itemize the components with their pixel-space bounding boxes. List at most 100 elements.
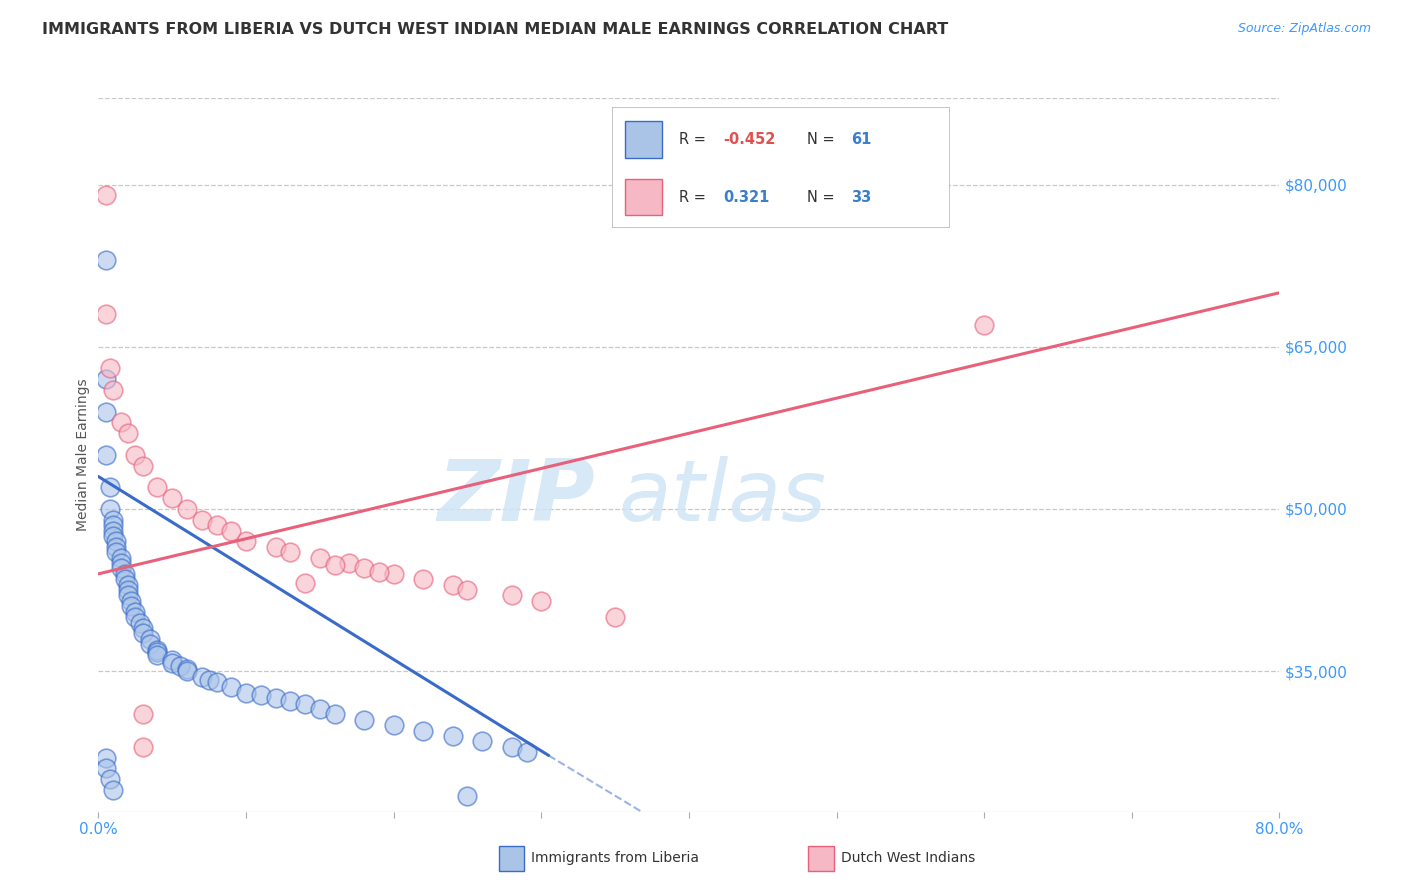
Point [128,615,150,630]
Point [94,762,117,776]
Point [110,556,132,570]
Point [146,648,169,662]
Text: N =: N = [807,132,839,147]
Point [441,577,464,591]
Point [124,605,146,619]
Point [323,558,346,573]
Point [219,524,242,538]
Text: Immigrants from Liberia: Immigrants from Liberia [531,851,699,865]
Point [94,253,117,268]
Point [114,566,136,581]
Text: IMMIGRANTS FROM LIBERIA VS DUTCH WEST INDIAN MEDIAN MALE EARNINGS CORRELATION CH: IMMIGRANTS FROM LIBERIA VS DUTCH WEST IN… [42,22,949,37]
Text: N =: N = [807,190,839,205]
Point [98,480,121,494]
Point [235,534,257,549]
Point [176,664,198,678]
Point [162,491,183,505]
Text: atlas: atlas [619,456,827,540]
Point [103,783,125,797]
Point [94,405,117,419]
Point [105,540,128,554]
Point [94,372,117,386]
Point [198,673,221,687]
Text: -0.452: -0.452 [723,132,775,147]
Point [605,610,627,624]
Point [973,318,995,333]
Point [368,565,391,579]
Point [110,561,132,575]
Point [382,718,405,732]
Point [132,707,155,722]
Point [124,610,146,624]
Point [146,645,169,659]
Text: Dutch West Indians: Dutch West Indians [841,851,974,865]
Point [441,729,464,743]
Point [146,642,169,657]
Point [146,480,169,494]
Point [264,691,287,706]
Point [471,734,494,748]
Point [132,458,155,473]
Point [235,686,257,700]
Text: 0.321: 0.321 [723,190,769,205]
Point [124,448,146,462]
Text: ZIP: ZIP [437,456,595,540]
Point [94,188,117,202]
Point [501,589,523,603]
Text: 33: 33 [851,190,872,205]
Point [456,583,478,598]
Point [162,656,183,670]
Point [412,572,434,586]
Point [117,589,139,603]
Point [110,416,132,430]
Point [103,524,125,538]
Point [110,550,132,565]
Point [103,518,125,533]
Point [456,789,478,803]
Point [191,669,214,683]
Point [169,658,191,673]
Point [176,502,198,516]
Text: Source: ZipAtlas.com: Source: ZipAtlas.com [1237,22,1371,36]
Point [139,632,162,646]
Point [294,697,316,711]
Point [219,681,242,695]
Point [98,502,121,516]
Point [105,545,128,559]
Point [412,723,434,738]
Point [132,626,155,640]
Point [205,675,228,690]
Point [94,448,117,462]
Point [120,599,142,614]
Point [264,540,287,554]
Point [501,739,523,754]
Y-axis label: Median Male Earnings: Median Male Earnings [76,378,90,532]
Point [382,566,405,581]
Point [278,694,302,708]
Point [117,426,139,441]
Point [117,577,139,591]
Point [132,739,155,754]
Point [191,513,214,527]
Point [98,361,121,376]
Point [105,534,128,549]
Point [103,529,125,543]
Point [323,707,346,722]
Bar [626,121,662,158]
Point [339,556,360,570]
Bar [626,179,662,216]
Point [139,637,162,651]
Point [103,383,125,397]
Point [162,653,183,667]
Point [94,307,117,321]
Point [353,713,375,727]
Text: R =: R = [679,132,710,147]
Point [515,745,537,759]
Point [250,688,273,702]
Point [120,594,142,608]
Point [117,583,139,598]
Point [176,662,198,676]
Point [103,513,125,527]
Text: R =: R = [679,190,710,205]
Point [132,621,155,635]
